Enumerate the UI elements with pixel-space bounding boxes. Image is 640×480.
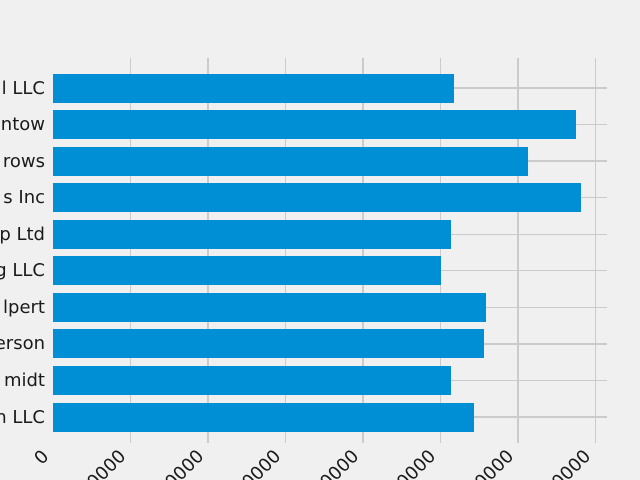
x-gridline [207,58,209,443]
x-gridline [439,58,442,443]
bar-s-inc [53,183,582,213]
x-gridline [129,58,132,443]
x-gridline [284,58,287,443]
x-gridline [594,58,597,443]
y-tick-label: midt [3,369,45,391]
x-tick-label: 20000 [75,445,131,480]
x-tick-label: 140000 [531,446,596,480]
x-tick-label: 60000 [230,445,286,480]
x-tick-label: 80000 [307,445,364,480]
bar-g-llc [53,256,442,286]
bar-n-llc [53,402,475,432]
bar-erson [53,329,485,359]
y-tick-label: p Ltd [0,223,45,245]
y-tick-label: g LLC [0,260,45,282]
bar-p-ltd [53,219,451,249]
y-tick-label: n LLC [0,406,45,428]
y-tick-label: ntow [0,114,45,136]
bar-ntow [53,110,576,140]
bar-midt [53,365,451,395]
bar-lpert [53,292,487,322]
y-tick-label: lpert [3,296,45,318]
x-tick-label: 0 [30,445,54,469]
bar-rows [53,146,528,176]
x-tick-label: 100000 [376,446,441,480]
y-tick-label: erson [0,333,45,355]
y-tick-label: rows [2,150,45,172]
bar-l-llc [53,73,454,103]
x-gridline [362,58,364,443]
x-tick-label: 120000 [454,446,518,480]
plot-area [53,58,607,443]
x-tick-label: 40000 [152,445,209,480]
y-tick-label: l LLC [1,77,45,99]
x-gridline [517,58,519,443]
y-tick-label: s Inc [3,187,45,209]
